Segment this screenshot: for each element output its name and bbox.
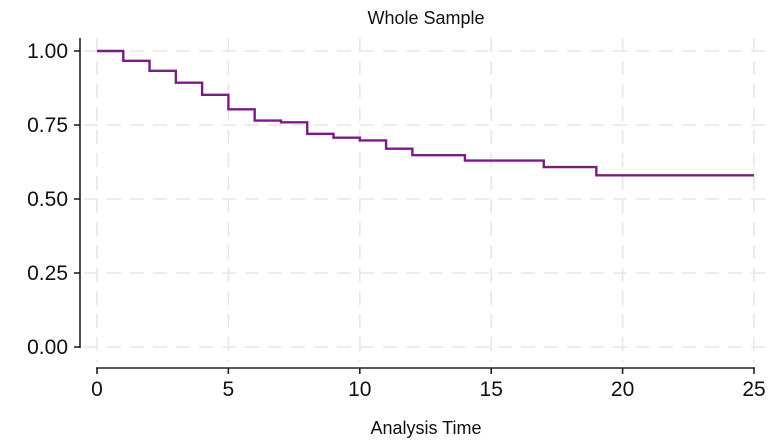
series-layer [97,49,754,177]
y-tick-label: 0.75 [27,114,68,137]
y-tick-label: 1.00 [27,40,68,63]
y-tick-label: 0.50 [27,188,68,211]
y-tick-label: 0.25 [27,262,68,285]
axes: 0.00 0.25 0.50 0.75 1.00 0 5 10 15 20 25 [27,38,766,401]
survival-step-line [97,49,754,177]
x-axis-label: Analysis Time [370,418,481,438]
x-tick-label: 15 [480,378,503,401]
x-tick-label: 10 [348,378,371,401]
x-tick-label: 25 [742,378,765,401]
gridlines [84,38,768,362]
x-tick-label: 20 [611,378,634,401]
y-tick-label: 0.00 [27,336,68,359]
chart-title: Whole Sample [367,8,484,28]
x-tick-label: 5 [223,378,235,401]
x-tick-label: 0 [91,378,103,401]
